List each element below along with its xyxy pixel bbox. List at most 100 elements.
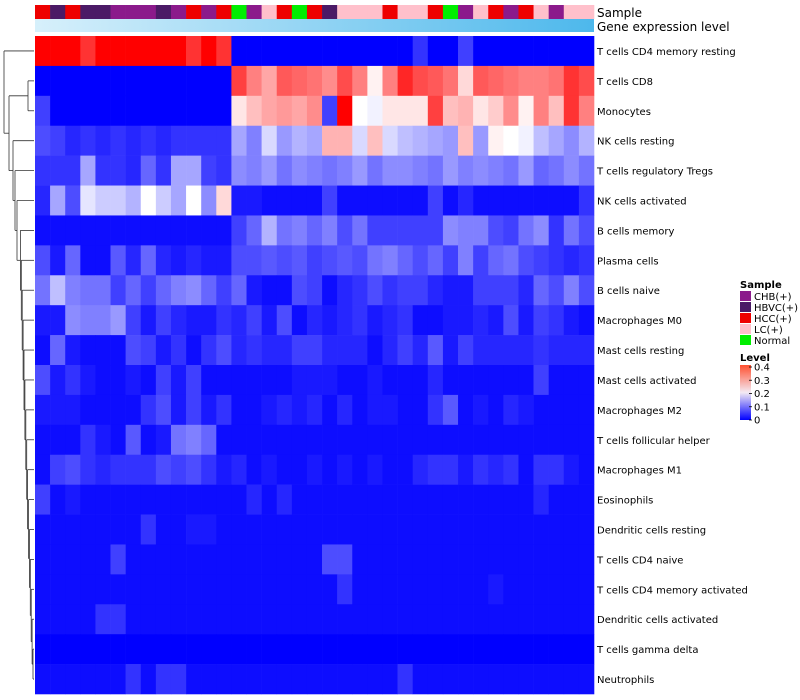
heatmap-cell xyxy=(95,335,111,366)
heatmap-cell xyxy=(503,155,519,186)
heatmap-cell xyxy=(397,155,414,186)
heatmap-cell xyxy=(186,484,202,515)
heatmap-cell xyxy=(337,484,353,515)
heatmap-cell xyxy=(322,95,338,127)
row-label: B cells memory xyxy=(597,226,674,237)
heatmap-cell xyxy=(578,424,595,456)
heatmap-cell xyxy=(80,365,96,396)
heatmap-cell xyxy=(201,36,217,67)
heatmap-cell xyxy=(261,305,278,336)
heatmap-cell xyxy=(412,454,429,485)
heatmap-cell xyxy=(578,544,595,575)
heatmap-cell xyxy=(548,514,565,545)
sample-annotation-cell xyxy=(291,5,308,19)
heatmap-cell xyxy=(95,574,111,605)
heatmap-cell xyxy=(578,365,595,396)
sample-annotation-cell xyxy=(427,5,444,19)
heatmap-cell xyxy=(382,155,398,186)
heatmap-cell xyxy=(246,215,262,246)
heatmap-cell xyxy=(50,36,66,67)
heatmap-cell xyxy=(322,634,338,665)
heatmap-cell xyxy=(186,65,202,97)
legend-swatch xyxy=(740,335,751,345)
heatmap-cell xyxy=(201,604,217,635)
heatmap-cell xyxy=(65,245,81,276)
heatmap-cell xyxy=(125,155,142,186)
heatmap-cell xyxy=(503,245,519,276)
heatmap-cell xyxy=(488,305,504,336)
heatmap-cell xyxy=(548,36,565,67)
heatmap-cell xyxy=(306,484,323,515)
heatmap-cell xyxy=(352,424,368,456)
heatmap-cell xyxy=(473,544,489,575)
heatmap-cell xyxy=(216,185,232,216)
heatmap-cell xyxy=(473,65,489,97)
heatmap-cell xyxy=(50,634,66,665)
heatmap-cell xyxy=(170,484,187,515)
heatmap-cell xyxy=(337,454,353,485)
heatmap-cell xyxy=(442,454,459,485)
heatmap-cell xyxy=(110,36,126,67)
heatmap-cell xyxy=(322,305,338,336)
sample-annotation-cell xyxy=(65,5,81,19)
heatmap-cell xyxy=(110,335,126,366)
heatmap-cell xyxy=(261,335,278,366)
heatmap-cell xyxy=(50,305,66,336)
heatmap-cell xyxy=(473,155,489,186)
heatmap-cell xyxy=(125,484,142,515)
heatmap-cell xyxy=(473,394,489,426)
heatmap-cell xyxy=(246,544,262,575)
heatmap-cell xyxy=(563,394,580,426)
row-label: Dendritic cells resting xyxy=(597,526,706,537)
heatmap-cell xyxy=(231,215,247,246)
heatmap-cell xyxy=(412,65,429,97)
heatmap-cell xyxy=(170,664,187,695)
heatmap-cell xyxy=(488,65,504,97)
heatmap-cell xyxy=(458,95,474,127)
heatmap-cell xyxy=(110,185,126,216)
heatmap-cell xyxy=(337,634,353,665)
heatmap-cell xyxy=(397,394,414,426)
heatmap-cell xyxy=(140,424,157,456)
heatmap-cell xyxy=(518,305,534,336)
row-label: T cells follicular helper xyxy=(596,436,711,447)
heatmap-cell xyxy=(412,335,429,366)
heatmap-cell xyxy=(518,454,534,485)
heatmap-cell xyxy=(458,604,474,635)
heatmap-cell xyxy=(65,394,81,426)
heatmap-cell xyxy=(518,245,534,276)
heatmap-cell xyxy=(442,574,459,605)
heatmap-cell xyxy=(246,185,262,216)
heatmap-cell xyxy=(382,394,398,426)
heatmap-cell xyxy=(337,36,353,67)
heatmap-cell xyxy=(140,305,157,336)
heatmap-cell xyxy=(533,604,549,635)
heatmap-cell xyxy=(533,394,549,426)
heatmap-cell xyxy=(95,664,111,695)
heatmap-cell xyxy=(367,65,383,97)
heatmap-cell xyxy=(533,36,549,67)
sample-track-label: Sample xyxy=(597,6,642,20)
heatmap-cell xyxy=(50,155,66,186)
heatmap-cell xyxy=(337,544,353,575)
heatmap-cell xyxy=(503,424,519,456)
heatmap-cell xyxy=(201,454,217,485)
heatmap-cell xyxy=(306,155,323,186)
heatmap-cell xyxy=(276,155,293,186)
heatmap-cell xyxy=(533,634,549,665)
heatmap-cell xyxy=(503,95,519,127)
heatmap-cell xyxy=(170,155,187,186)
sample-annotation-cell xyxy=(382,5,398,19)
heatmap-cell xyxy=(95,65,111,97)
heatmap-cell xyxy=(186,305,202,336)
heatmap-cell xyxy=(518,514,534,545)
heatmap-cell xyxy=(503,514,519,545)
heatmap-cell xyxy=(488,424,504,456)
heatmap-cell xyxy=(261,245,278,276)
heatmap-cell xyxy=(533,514,549,545)
heatmap-cell xyxy=(170,454,187,485)
heatmap-cell xyxy=(563,65,580,97)
heatmap-cell xyxy=(518,544,534,575)
heatmap-cell xyxy=(276,394,293,426)
heatmap-cell xyxy=(35,664,51,695)
